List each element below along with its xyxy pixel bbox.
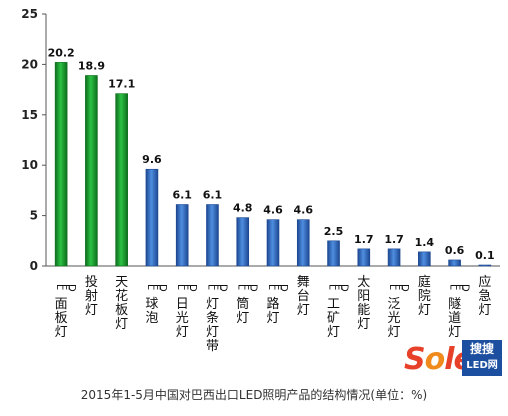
y-tick-label: 15 [21, 108, 38, 122]
bar [236, 217, 250, 267]
x-tick-label: LED 灯条灯带 [205, 284, 228, 354]
data-label: 2.5 [324, 225, 344, 238]
y-tick-label: 10 [21, 158, 38, 172]
data-label: 18.9 [78, 59, 105, 72]
watermark-brand-o: o [424, 342, 446, 377]
data-label: 9.6 [142, 153, 162, 166]
x-tick-label: LED 泛光灯 [387, 284, 410, 340]
data-label: 6.1 [172, 189, 192, 202]
data-label: 20.2 [48, 46, 75, 59]
x-tick-label: LED 工矿灯 [327, 284, 350, 340]
bars-group: 20.218.917.1 9.6 6.1 6.1 4.8 4.6 4.6 2.5 1.7 1.7 1… [48, 46, 495, 267]
data-label: 17.1 [108, 78, 135, 91]
data-label: 1.7 [354, 233, 374, 246]
x-tick-label: LED 隧道灯 [448, 284, 471, 340]
bar [448, 259, 461, 267]
watermark-box-line2: LED网 [466, 360, 498, 371]
x-tick-label: 太阳能灯 [357, 275, 370, 332]
y-tick-label: 5 [30, 209, 38, 223]
bar-chart: 0 5 10 15 20 25 20.218.917.1 9.6 6.1 6.1 4.8 4.6 4.… [21, 7, 500, 354]
watermark-box-line1: 搜搜 [469, 342, 494, 356]
bar [206, 204, 219, 267]
chart-caption: 2015年1-5月中国对巴西出口LED照明产品的结构情况(单位：%) [80, 388, 428, 402]
bar [387, 248, 401, 267]
data-label: 0.1 [475, 249, 495, 262]
x-tick-label: LED 球泡 [145, 284, 168, 326]
bar [54, 62, 68, 267]
bar [327, 240, 340, 267]
x-tick-label: LED 日光灯 [175, 284, 198, 340]
data-label: 1.4 [415, 236, 435, 249]
x-tick-label: 投射灯 [85, 274, 98, 318]
watermark-box: 搜搜 LED网 [462, 340, 502, 376]
x-tick-label: 庭院灯 [418, 274, 431, 318]
watermark-logo: Soled 搜搜 LED网 [404, 336, 504, 394]
bar [357, 248, 371, 267]
bar [296, 219, 310, 267]
watermark-brand-s: S [404, 342, 426, 377]
bar [266, 219, 280, 267]
bar [115, 93, 128, 267]
x-tick-label: 应急灯 [478, 274, 491, 318]
data-label: 4.8 [233, 202, 253, 215]
x-tick-label: LED 路灯 [266, 284, 289, 326]
bar [85, 75, 98, 267]
bar [145, 168, 159, 267]
bar [418, 251, 431, 267]
data-label: 6.1 [203, 189, 223, 202]
data-label: 1.7 [384, 233, 404, 246]
x-tick-label: 舞台灯 [297, 275, 310, 318]
x-tick-label: 天花板灯 [115, 275, 128, 332]
data-label: 4.6 [263, 204, 283, 217]
bar [175, 204, 189, 267]
y-tick-label: 0 [30, 259, 38, 273]
x-tick-label: LED 筒灯 [236, 284, 259, 326]
x-tick-label: LED 面板灯 [54, 284, 77, 340]
y-tick-label: 20 [21, 57, 38, 71]
data-label: 4.6 [294, 204, 314, 217]
bar [478, 264, 492, 267]
data-label: 0.6 [445, 244, 465, 257]
y-tick-label: 25 [21, 7, 38, 21]
